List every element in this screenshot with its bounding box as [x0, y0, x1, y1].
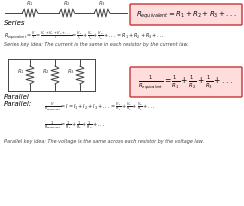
Text: $R_3$: $R_3$ [98, 0, 106, 8]
Text: Parallel key idea: The voltage is the same across each resistor by the voltage l: Parallel key idea: The voltage is the sa… [4, 138, 204, 143]
Text: Parallel: Parallel [4, 94, 30, 99]
Text: Series: Series [4, 20, 26, 26]
FancyBboxPatch shape [130, 5, 242, 26]
Text: $R_1$: $R_1$ [26, 0, 34, 8]
Text: Parallel:: Parallel: [4, 101, 32, 107]
Text: Series key idea: The current is the same in each resistor by the current law.: Series key idea: The current is the same… [4, 42, 189, 47]
Text: $\frac{V}{R_{equivalent}} = I = I_1 + I_2 + I_3 + ... = \frac{V_1}{R_1} + \frac{: $\frac{V}{R_{equivalent}} = I = I_1 + I_… [44, 101, 156, 113]
Text: $R_2$: $R_2$ [42, 67, 50, 76]
Text: $\frac{1}{R_{equivalent}} = \frac{1}{R_1} + \frac{1}{R_2} + \frac{1}{R_3} + ...$: $\frac{1}{R_{equivalent}} = \frac{1}{R_1… [44, 118, 105, 130]
Text: $R_2$: $R_2$ [63, 0, 71, 8]
Text: $R_3$: $R_3$ [67, 67, 75, 76]
Text: $R_1$: $R_1$ [17, 67, 25, 76]
FancyBboxPatch shape [130, 68, 242, 97]
Text: $\frac{1}{R_{equivalent}} = \frac{1}{R_1} + \frac{1}{R_2} + \frac{1}{R_3} + ...$: $\frac{1}{R_{equivalent}} = \frac{1}{R_1… [138, 74, 234, 92]
Text: $R_{equivalent} = R_1 + R_2 + R_3 + ...$: $R_{equivalent} = R_1 + R_2 + R_3 + ...$ [136, 10, 236, 21]
Text: $R_{equivalent} = \frac{V}{I} = \frac{V_1 + V_2 + V_3 + ...}{I} = \frac{V_1}{I_1: $R_{equivalent} = \frac{V}{I} = \frac{V_… [4, 29, 165, 42]
